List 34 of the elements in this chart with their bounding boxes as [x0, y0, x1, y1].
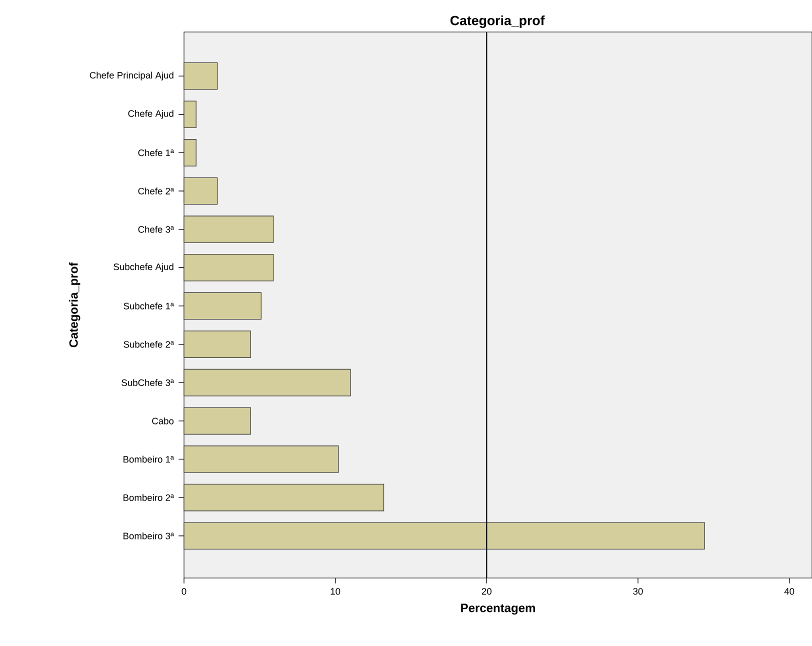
y-tick-label: Chefe 1ª: [138, 149, 174, 156]
chart-title: Categoria_prof: [450, 15, 545, 28]
y-tick-label: Subchefe Ajud: [114, 263, 174, 272]
x-tick-label: 10: [330, 588, 340, 595]
y-tick-label: Chefe Principal Ajud: [90, 72, 174, 80]
y-tick-label: Bombeiro 1ª: [124, 456, 174, 463]
bar: [184, 522, 705, 550]
y-tick-label: Cabo: [152, 417, 174, 424]
bar: [184, 330, 251, 358]
x-tick-label: 20: [482, 588, 492, 595]
bar: [184, 368, 351, 396]
y-tick-label: Chefe 3ª: [138, 226, 174, 233]
y-tick-label: Subchefe 2ª: [124, 340, 174, 348]
bar: [184, 484, 384, 512]
y-tick-label: Bombeiro 3ª: [124, 532, 174, 540]
y-tick-label: Chefe 2ª: [138, 188, 174, 194]
bar: [184, 62, 218, 90]
x-tick-label: 0: [182, 588, 186, 595]
y-axis-title: Categoria_prof: [68, 262, 80, 348]
bar: [184, 254, 274, 282]
x-tick-label: 30: [633, 588, 643, 595]
bar: [184, 446, 339, 473]
bar: [184, 292, 262, 320]
y-tick-label: Chefe Ajud: [128, 110, 174, 119]
bar: [184, 216, 274, 243]
bar: [184, 177, 218, 205]
y-tick-label: Bombeiro 2ª: [124, 494, 174, 501]
y-tick-label: SubChefe 3ª: [122, 379, 174, 386]
bar: [184, 100, 196, 128]
x-tick-label: 40: [784, 588, 794, 595]
y-tick-label: Subchefe 1ª: [124, 302, 174, 310]
x-axis-title: Percentagem: [461, 604, 535, 615]
bar: [184, 139, 196, 166]
bar: [184, 407, 251, 435]
